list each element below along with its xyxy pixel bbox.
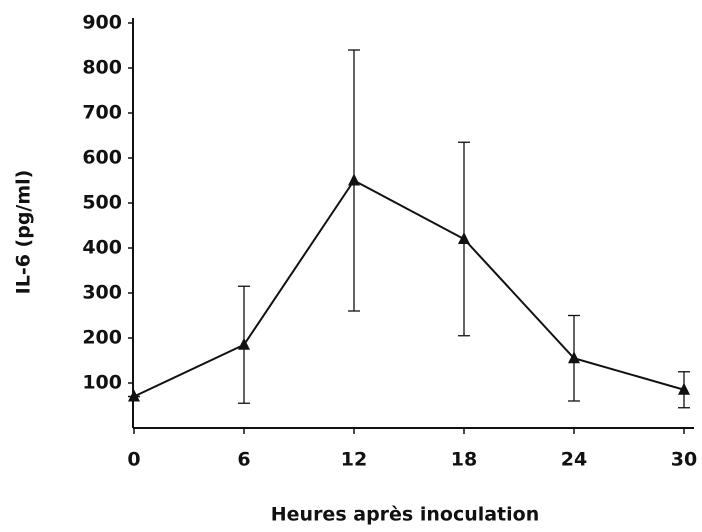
x-tick-label: 0	[127, 449, 140, 471]
x-tick-label: 12	[341, 449, 367, 471]
y-tick-label: 800	[82, 57, 122, 79]
marker	[458, 232, 470, 244]
y-tick-label: 200	[82, 327, 122, 349]
y-tick-label: 300	[82, 282, 122, 304]
y-tick-label: 900	[82, 12, 122, 34]
x-tick-label: 6	[237, 449, 250, 471]
marker	[238, 337, 250, 350]
marker	[568, 351, 580, 364]
y-tick-label: 500	[82, 192, 122, 214]
marker	[128, 389, 140, 402]
marker	[678, 382, 690, 395]
marker	[348, 173, 360, 186]
x-tick-label: 18	[451, 449, 477, 471]
data-line	[133, 179, 685, 398]
y-axis-title: IL-6 (pg/ml)	[13, 170, 35, 295]
y-tick-label: 100	[82, 372, 122, 394]
x-tick-label: 30	[671, 449, 697, 471]
y-tick-label: 600	[82, 147, 122, 169]
y-tick-label: 400	[82, 237, 122, 259]
y-tick-label: 700	[82, 102, 122, 124]
x-axis-title: Heures après inoculation	[271, 504, 540, 526]
x-tick-label: 24	[561, 449, 587, 471]
